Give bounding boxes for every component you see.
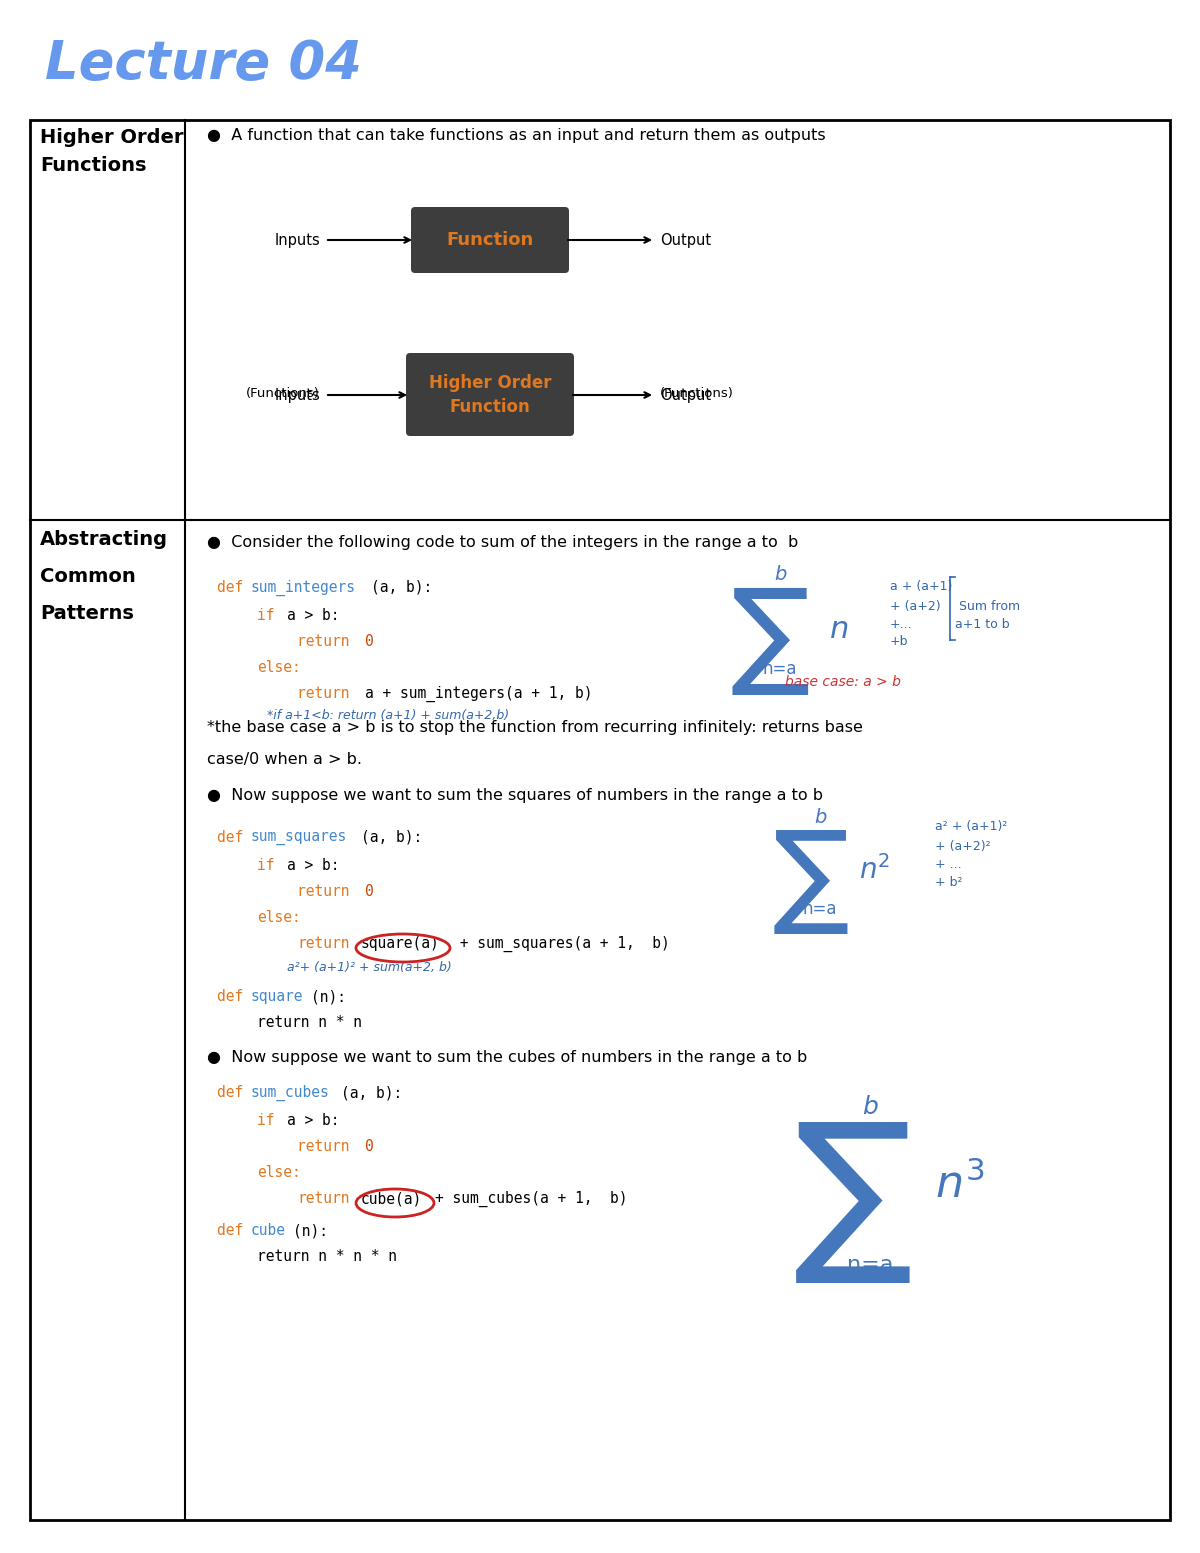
Text: else:: else: <box>257 1165 301 1180</box>
Text: ●  Now suppose we want to sum the cubes of numbers in the range a to b: ● Now suppose we want to sum the cubes o… <box>208 1050 808 1065</box>
Text: $n^3$: $n^3$ <box>935 1163 985 1207</box>
Text: def: def <box>217 579 252 595</box>
Text: (a, b):: (a, b): <box>361 829 422 845</box>
Text: a² + (a+1)²: a² + (a+1)² <box>935 820 1007 832</box>
Text: def: def <box>217 989 252 1003</box>
FancyBboxPatch shape <box>410 207 569 273</box>
Text: + (a+2): + (a+2) <box>890 599 941 613</box>
Text: else:: else: <box>257 660 301 676</box>
Text: Sum from: Sum from <box>955 599 1020 613</box>
Text: else:: else: <box>257 910 301 926</box>
Text: a > b:: a > b: <box>287 1114 340 1127</box>
Text: 0: 0 <box>365 634 373 649</box>
Text: square: square <box>251 989 304 1003</box>
Text: + sum_squares(a + 1,  b): + sum_squares(a + 1, b) <box>451 936 670 952</box>
Text: a > b:: a > b: <box>287 857 340 873</box>
Text: (Functions): (Functions) <box>660 387 734 401</box>
Text: return: return <box>298 686 359 700</box>
Text: n=a: n=a <box>803 901 838 918</box>
Text: a²+ (a+1)² + sum(a+2, b): a²+ (a+1)² + sum(a+2, b) <box>287 961 451 974</box>
Text: ●  Now suppose we want to sum the squares of numbers in the range a to b: ● Now suppose we want to sum the squares… <box>208 787 823 803</box>
Text: b: b <box>774 565 786 584</box>
Text: return: return <box>298 1191 349 1207</box>
Text: return: return <box>298 634 359 649</box>
Text: $\sum$: $\sum$ <box>772 828 848 936</box>
Text: + ...: + ... <box>935 857 961 871</box>
Text: Function: Function <box>446 231 534 248</box>
Text: def: def <box>217 1086 252 1100</box>
Text: square(a): square(a) <box>361 936 439 950</box>
Text: return: return <box>298 936 349 950</box>
Text: a > b:: a > b: <box>287 609 340 623</box>
Text: (Functions): (Functions) <box>246 387 320 401</box>
Text: b: b <box>862 1095 878 1120</box>
Text: Higher Order
Function: Higher Order Function <box>428 374 551 416</box>
Text: return n * n * n: return n * n * n <box>257 1249 397 1264</box>
Text: (n):: (n): <box>311 989 346 1003</box>
Text: Inputs: Inputs <box>275 388 320 402</box>
Text: sum_cubes: sum_cubes <box>251 1086 330 1101</box>
Text: Higher Order
Functions: Higher Order Functions <box>40 127 184 175</box>
Text: Inputs: Inputs <box>275 233 320 247</box>
Text: if: if <box>257 857 283 873</box>
Text: return n * n: return n * n <box>257 1016 362 1030</box>
Text: cube(a): cube(a) <box>361 1191 422 1207</box>
Text: +...: +... <box>890 618 913 631</box>
Text: Abstracting
Common
Patterns: Abstracting Common Patterns <box>40 530 168 623</box>
Text: + (a+2)²: + (a+2)² <box>935 840 991 853</box>
Text: def: def <box>217 1224 252 1238</box>
Text: *if a+1<b: return (a+1) + sum(a+2,b): *if a+1<b: return (a+1) + sum(a+2,b) <box>266 710 509 722</box>
Text: return: return <box>298 884 359 899</box>
Text: if: if <box>257 1114 283 1127</box>
Text: cube: cube <box>251 1224 286 1238</box>
Text: sum_integers: sum_integers <box>251 579 356 596</box>
Text: + sum_cubes(a + 1,  b): + sum_cubes(a + 1, b) <box>436 1191 628 1207</box>
Text: return: return <box>298 1138 359 1154</box>
Text: (a, b):: (a, b): <box>341 1086 402 1100</box>
Text: 0: 0 <box>365 1138 373 1154</box>
Text: a + sum_integers(a + 1, b): a + sum_integers(a + 1, b) <box>365 686 593 702</box>
Text: base case: a > b: base case: a > b <box>785 676 901 690</box>
Text: ●  Consider the following code to sum of the integers in the range a to  b: ● Consider the following code to sum of … <box>208 534 798 550</box>
Text: a + (a+1): a + (a+1) <box>890 579 953 593</box>
Text: Output: Output <box>660 233 712 247</box>
Text: sum_squares: sum_squares <box>251 829 347 845</box>
Text: (n):: (n): <box>293 1224 328 1238</box>
Text: ●  A function that can take functions as an input and return them as outputs: ● A function that can take functions as … <box>208 127 826 143</box>
Text: a+1 to b: a+1 to b <box>955 618 1009 631</box>
Text: 0: 0 <box>365 884 373 899</box>
Text: def: def <box>217 829 252 845</box>
Text: n=a: n=a <box>763 660 797 679</box>
Text: n=a: n=a <box>847 1255 893 1275</box>
Text: *the base case a > b is to stop the function from recurring infinitely: returns : *the base case a > b is to stop the func… <box>208 721 863 735</box>
Text: + b²: + b² <box>935 876 962 888</box>
FancyBboxPatch shape <box>406 353 574 436</box>
Text: Output: Output <box>660 388 712 402</box>
Text: $n^2$: $n^2$ <box>859 856 890 885</box>
Text: n: n <box>830 615 850 644</box>
Text: +b: +b <box>890 635 908 648</box>
Text: Lecture 04: Lecture 04 <box>46 37 362 90</box>
Text: $\sum$: $\sum$ <box>793 1120 911 1284</box>
Text: if: if <box>257 609 283 623</box>
Text: (a, b):: (a, b): <box>371 579 432 595</box>
Text: b: b <box>814 808 826 828</box>
Text: $\sum$: $\sum$ <box>731 585 810 697</box>
Text: case/0 when a > b.: case/0 when a > b. <box>208 752 362 767</box>
